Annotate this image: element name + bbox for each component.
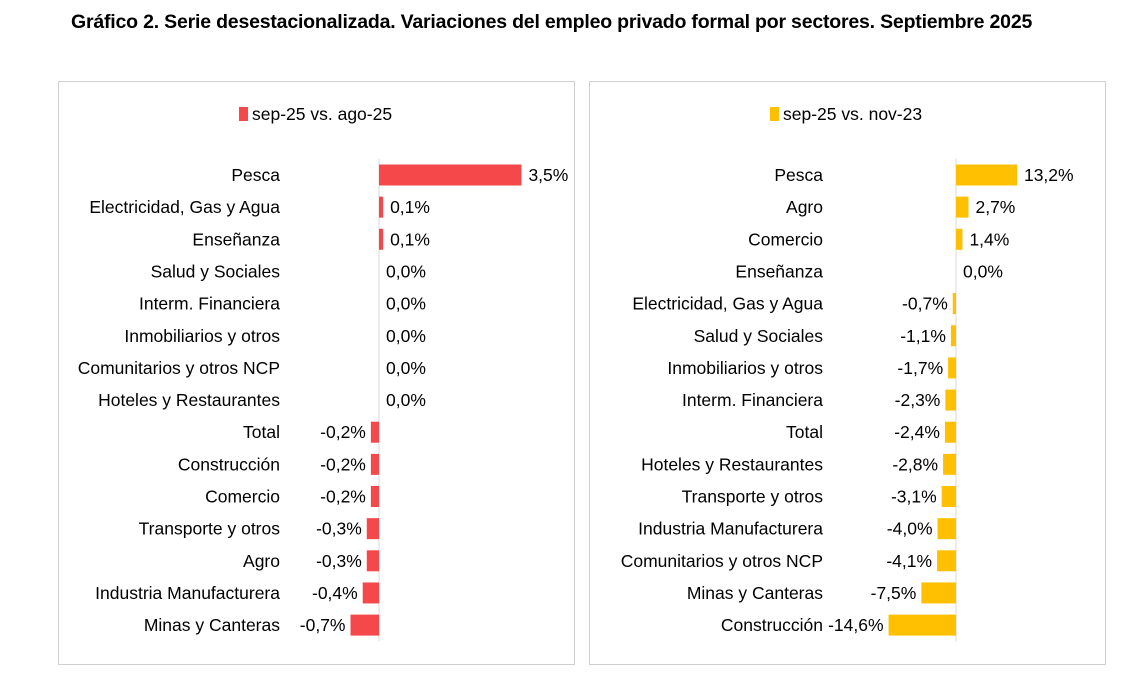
category-label: Electricidad, Gas y Agua [632, 294, 823, 314]
bar [888, 614, 956, 636]
category-label: Total [243, 422, 280, 442]
data-label: 13,2% [1024, 165, 1074, 185]
data-label: -0,3% [316, 551, 362, 571]
bar [943, 453, 956, 475]
bar [370, 486, 379, 507]
category-label: Total [786, 422, 823, 442]
bar [379, 164, 522, 186]
bar [941, 486, 956, 507]
bar [937, 518, 956, 540]
bar [937, 550, 956, 572]
bar [956, 196, 969, 218]
data-label: 0,0% [386, 390, 426, 410]
category-label: Comercio [205, 487, 280, 507]
bar [379, 196, 384, 218]
bar [950, 325, 956, 347]
category-label: Salud y Sociales [694, 326, 824, 346]
data-label: 0,0% [386, 294, 426, 314]
category-label: Electricidad, Gas y Agua [89, 197, 280, 217]
data-label: -0,2% [320, 487, 366, 507]
category-label: Hoteles y Restaurantes [641, 454, 823, 474]
data-label: -0,2% [320, 422, 366, 442]
bar [350, 614, 379, 636]
data-label: -2,8% [892, 454, 938, 474]
bar [921, 582, 956, 604]
category-label: Pesca [774, 165, 823, 185]
data-label: -14,6% [828, 615, 883, 635]
data-label: 2,7% [975, 197, 1015, 217]
bar [366, 550, 379, 572]
legend-label: sep-25 vs. nov-23 [783, 104, 922, 124]
category-label: Comunitarios y otros NCP [78, 358, 280, 378]
category-label: Enseñanza [192, 229, 280, 249]
data-label: 0,1% [390, 229, 430, 249]
data-label: -0,3% [316, 519, 362, 539]
chart-panel-since-nov23: sep-25 vs. nov-23 Pesca 13,2% Agro 2,7% Comer… [589, 81, 1106, 665]
data-label: 0,1% [390, 197, 430, 217]
chart-monthly-svg: sep-25 vs. ago-25 Pesca 3,5% Electricidad, … [78, 104, 568, 642]
data-label: -0,7% [902, 294, 948, 314]
category-label: Construcción [721, 615, 823, 635]
bar [952, 293, 956, 315]
category-label: Salud y Sociales [151, 261, 281, 281]
bar [370, 421, 379, 443]
category-label: Industria Manufacturera [638, 519, 823, 539]
data-label: -7,5% [871, 583, 917, 603]
category-label: Enseñanza [735, 261, 823, 281]
legend-label: sep-25 vs. ago-25 [252, 104, 392, 124]
category-label: Pesca [231, 165, 280, 185]
category-label: Industria Manufacturera [95, 583, 280, 603]
data-label: -1,7% [897, 358, 943, 378]
category-label: Agro [786, 197, 823, 217]
category-label: Interm. Financiera [139, 294, 280, 314]
category-label: Hoteles y Restaurantes [98, 390, 280, 410]
category-label: Minas y Canteras [687, 583, 823, 603]
category-label: Agro [243, 551, 280, 571]
data-label: -2,3% [895, 390, 941, 410]
bar [362, 582, 379, 604]
data-label: 0,0% [386, 261, 426, 281]
data-label: 3,5% [528, 165, 568, 185]
data-label: -0,4% [312, 583, 358, 603]
category-label: Comercio [748, 229, 823, 249]
category-label: Interm. Financiera [682, 390, 823, 410]
data-label: 0,0% [386, 326, 426, 346]
bar [956, 164, 1017, 186]
bar [944, 421, 956, 443]
data-label: -4,0% [887, 519, 933, 539]
category-label: Minas y Canteras [144, 615, 280, 635]
category-label: Inmobiliarios y otros [124, 326, 280, 346]
bar [379, 228, 384, 250]
chart-since-nov23-svg: sep-25 vs. nov-23 Pesca 13,2% Agro 2,7% Comer… [621, 104, 1074, 642]
bar [370, 453, 379, 475]
chart-panel-monthly: sep-25 vs. ago-25 Pesca 3,5% Electricidad, … [58, 81, 575, 665]
category-label: Transporte y otros [682, 487, 824, 507]
category-label: Construcción [178, 454, 280, 474]
chart-title: Gráfico 2. Serie desestacionalizada. Var… [71, 11, 1033, 33]
data-label: -4,1% [886, 551, 932, 571]
category-label: Comunitarios y otros NCP [621, 551, 823, 571]
data-label: 0,0% [386, 358, 426, 378]
data-label: -3,1% [891, 487, 937, 507]
data-label: -2,4% [894, 422, 940, 442]
bar [945, 389, 956, 411]
bar [948, 357, 956, 379]
category-label: Inmobiliarios y otros [667, 358, 823, 378]
legend-swatch [239, 107, 248, 121]
bar [366, 518, 379, 540]
data-label: -0,7% [300, 615, 346, 635]
data-label: -1,1% [900, 326, 946, 346]
data-label: -0,2% [320, 454, 366, 474]
legend-swatch [770, 107, 779, 121]
data-label: 0,0% [963, 261, 1003, 281]
data-label: 1,4% [969, 229, 1009, 249]
bar [956, 228, 963, 250]
category-label: Transporte y otros [139, 519, 281, 539]
